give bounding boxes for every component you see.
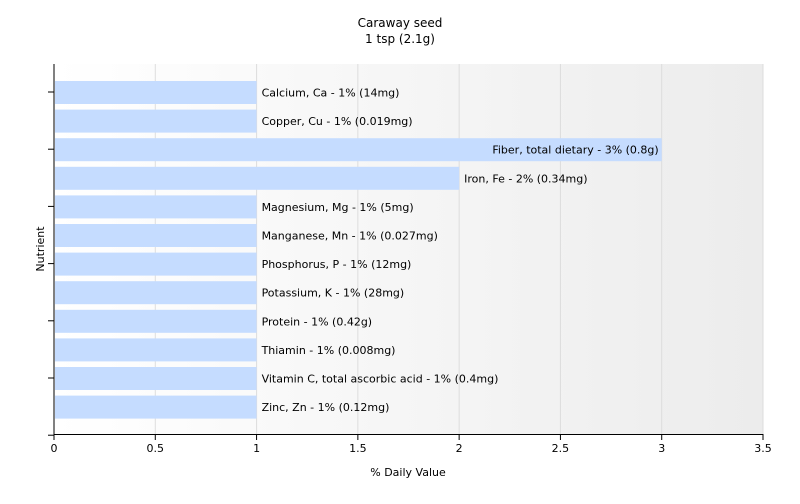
bar: [55, 309, 257, 333]
bar-label: Potassium, K - 1% (28mg): [262, 287, 405, 300]
x-tick-label: 3: [658, 442, 665, 455]
bar-label: Thiamin - 1% (0.008mg): [261, 344, 396, 357]
bar: [55, 338, 257, 362]
y-axis-label: Nutrient: [34, 226, 47, 272]
x-tick-label: 3.5: [754, 442, 772, 455]
bar: [55, 224, 257, 247]
bar: [55, 166, 460, 190]
x-tick-label: 1.5: [349, 442, 367, 455]
bar: [55, 252, 257, 276]
bar: [55, 395, 257, 419]
x-tick-label: 0: [51, 442, 58, 455]
bars: Calcium, Ca - 1% (14mg) Copper, Cu - 1% (…: [55, 81, 662, 419]
bar: [55, 367, 257, 390]
bar-label: Calcium, Ca - 1% (14mg): [262, 87, 400, 100]
bar-label: Copper, Cu - 1% (0.019mg): [262, 115, 413, 128]
bar: [55, 109, 257, 133]
x-tick-label: 0.5: [147, 442, 165, 455]
bar-label: Phosphorus, P - 1% (12mg): [262, 258, 412, 271]
chart-subtitle: 1 tsp (2.1g): [365, 32, 435, 46]
bar-label: Zinc, Zn - 1% (0.12mg): [262, 401, 390, 414]
x-tick-label: 2.5: [552, 442, 570, 455]
bar-label: Protein - 1% (0.42g): [262, 315, 373, 328]
bar: [55, 281, 257, 305]
bar-label: Fiber, total dietary - 3% (0.8g): [492, 144, 658, 157]
bar-label: Magnesium, Mg - 1% (5mg): [262, 201, 414, 214]
bar-label: Iron, Fe - 2% (0.34mg): [464, 172, 587, 185]
bar: [55, 81, 257, 104]
x-axis-label: % Daily Value: [370, 466, 446, 479]
bar: [55, 195, 257, 219]
bar: [55, 138, 662, 162]
x-tick-label: 1: [253, 442, 260, 455]
bar-label: Vitamin C, total ascorbic acid - 1% (0.4…: [262, 373, 499, 386]
bar-label: Manganese, Mn - 1% (0.027mg): [262, 230, 438, 243]
chart-title: Caraway seed: [357, 16, 443, 30]
axes: 0 0.5 1 1.5 2 2.5 3 3.5: [48, 64, 772, 455]
x-tick-label: 2: [456, 442, 463, 455]
